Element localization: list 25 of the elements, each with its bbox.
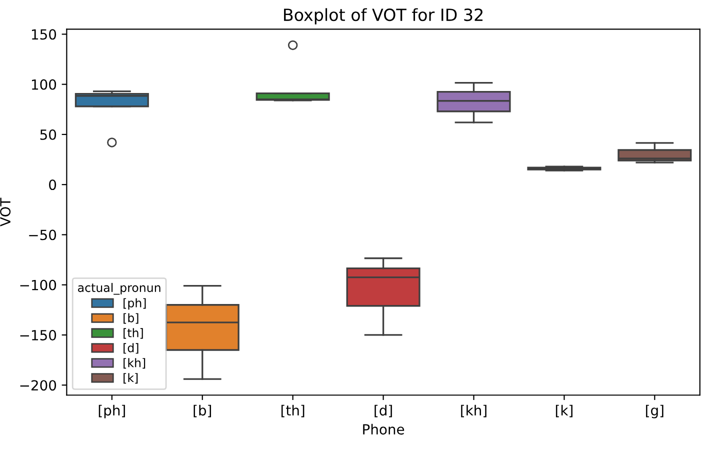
y-tick-label: 100 [32,79,56,90]
legend-label: [th] [124,328,143,339]
x-axis-title: Phone [363,424,404,435]
x-tick-label: [g] [646,404,664,418]
legend-label: [k] [124,373,138,384]
x-tick-label: [k] [556,404,572,418]
y-tick-label: −50 [29,230,56,240]
legend-title: actual_pronun [78,282,160,295]
legend-label: [b] [124,313,138,324]
y-tick-label: 150 [32,29,56,40]
x-tick-label: [b] [194,404,212,418]
y-tick-label: 0 [49,180,56,190]
legend-label: [ph] [124,298,146,310]
y-axis-title: VOT [0,198,11,226]
y-tick-label: −150 [20,330,56,340]
y-tick-label: 50 [40,129,56,140]
legend-label: [kh] [124,358,146,369]
legend-label: [d] [124,343,138,354]
x-tick-label: [ph] [98,404,125,418]
x-tick-label: [kh] [461,404,486,418]
y-tick-label: −100 [20,280,56,290]
y-tick-label: −200 [20,380,56,391]
x-tick-label: [d] [374,404,392,418]
x-tick-label: [th] [281,404,304,418]
chart-title: Boxplot of VOT for ID 32 [284,8,482,24]
